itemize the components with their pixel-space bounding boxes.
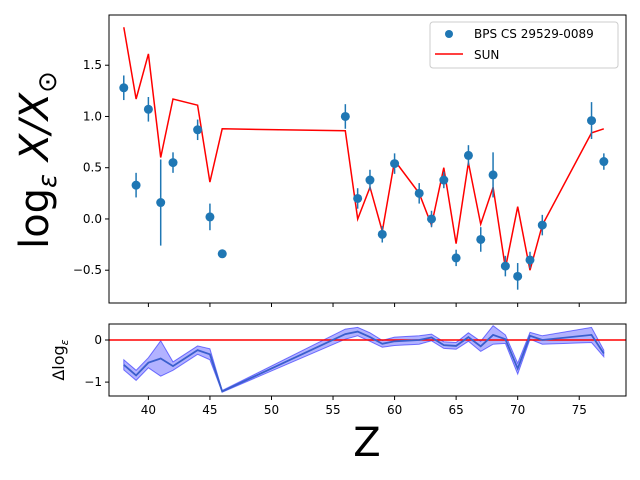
difference-line <box>123 330 605 393</box>
data-point-z64 <box>439 175 449 185</box>
x-axis-label: Z <box>353 420 380 466</box>
top-y-tick-label: 1.5 <box>83 58 102 72</box>
bottom-x-ticks: 40 45 50 55 60 65 70 75 <box>141 396 587 417</box>
legend-label-star: BPS CS 29529-0089 <box>474 27 594 41</box>
legend-box <box>429 21 619 69</box>
top-y-ticks: −0.5 0.0 0.5 1.0 1.5 <box>73 58 109 277</box>
bottom-x-tick-label: 45 <box>202 403 217 417</box>
sun-series <box>123 27 605 271</box>
data-point-z58 <box>365 175 375 185</box>
bottom-y-tick-label: −1 <box>84 375 102 389</box>
top-ylabel-log: log <box>12 188 58 249</box>
data-point-z69 <box>500 261 510 271</box>
bottom-x-tick-label: 40 <box>141 403 156 417</box>
data-point-z70 <box>513 271 523 281</box>
top-y-tick-label: 0.0 <box>83 212 102 226</box>
data-point-z45 <box>205 212 215 222</box>
bottom-x-tick-label: 50 <box>264 403 279 417</box>
bottom-y-tick-label: 0 <box>94 333 102 347</box>
top-axes-frame <box>108 14 627 304</box>
data-point-z68 <box>488 170 498 180</box>
legend-label-sun: SUN <box>474 48 499 62</box>
data-point-z67 <box>476 234 486 244</box>
data-point-z72 <box>537 220 547 230</box>
star-series <box>119 75 609 290</box>
data-point-z59 <box>377 229 387 239</box>
data-point-z66 <box>463 150 473 160</box>
data-point-z65 <box>451 253 461 263</box>
bottom-x-tick-label: 75 <box>572 403 587 417</box>
bottom-ylabel-main: Δlog <box>49 345 68 380</box>
data-point-z63 <box>427 214 437 224</box>
bottom-x-tick-label: 60 <box>387 403 402 417</box>
data-point-z40 <box>143 104 153 114</box>
bottom-y-ticks: −1 0 <box>84 333 109 389</box>
top-panel: −0.5 0.0 0.5 1.0 1.5 BPS CS 29529-0089 SUN l… <box>12 14 627 307</box>
bottom-panel: 40 45 50 55 60 65 70 75 −1 0 Δlogε Z <box>49 323 627 466</box>
top-y-axis-label: logε X/X⊙ <box>12 71 63 249</box>
top-x-ticks <box>147 303 580 307</box>
difference-polyline <box>123 330 605 393</box>
data-point-z71 <box>525 255 535 265</box>
data-point-z38 <box>119 83 129 93</box>
top-ylabel-rest: X/X <box>12 91 58 174</box>
data-point-z56 <box>340 111 350 121</box>
data-point-z44 <box>193 125 203 135</box>
bottom-x-tick-label: 65 <box>448 403 463 417</box>
bottom-y-axis-label: Δlogε <box>49 339 71 380</box>
data-point-z41 <box>156 198 166 208</box>
bottom-x-tick-label: 70 <box>510 403 525 417</box>
top-y-tick-label: 1.0 <box>83 109 102 123</box>
legend-marker-star <box>445 30 453 38</box>
data-point-z57 <box>353 193 363 203</box>
top-y-tick-label: 0.5 <box>83 161 102 175</box>
data-point-z39 <box>131 180 141 190</box>
top-ylabel-sub: ε <box>33 174 63 188</box>
top-y-tick-label: −0.5 <box>73 263 102 277</box>
data-point-z60 <box>390 159 400 169</box>
data-point-z46 <box>217 249 227 259</box>
top-ylabel-sun: ⊙ <box>33 71 63 93</box>
bottom-axes-frame <box>108 323 627 397</box>
data-point-z62 <box>414 188 424 198</box>
bottom-x-tick-label: 55 <box>325 403 340 417</box>
bottom-ylabel-sub: ε <box>58 339 71 345</box>
sun-line <box>123 27 605 271</box>
data-point-z77 <box>599 157 609 167</box>
data-point-z76 <box>587 116 597 126</box>
data-point-z42 <box>168 158 178 168</box>
legend: BPS CS 29529-0089 SUN <box>429 21 619 69</box>
